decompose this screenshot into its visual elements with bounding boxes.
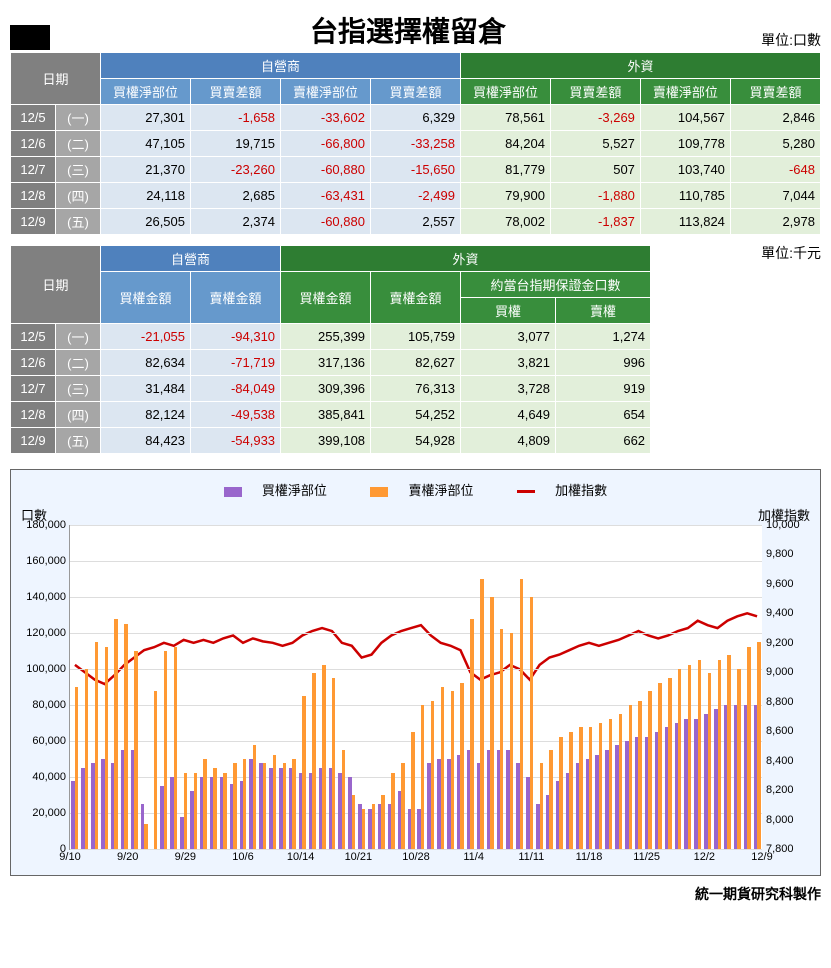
unit-label-2: 單位:千元 [761,243,821,263]
chart-plot: 020,00040,00060,00080,000100,000120,0001… [69,525,762,850]
th-foreign: 外資 [460,53,820,79]
th-date: 日期 [11,53,101,105]
th-dealer: 自營商 [101,53,461,79]
table-positions: 日期 自營商 外資 買權淨部位 買賣差額 賣權淨部位 買賣差額 買權淨部位 買賣… [10,52,821,235]
chart-container: 買權淨部位 賣權淨部位 加權指數 口數 加權指數 020,00040,00060… [10,469,821,876]
logo-block [10,25,50,50]
main-title: 台指選擇權留倉 [55,10,761,50]
unit-label-1: 單位:口數 [761,30,821,50]
footer-credit: 統一期貨研究科製作 [10,884,821,904]
chart-legend: 買權淨部位 賣權淨部位 加權指數 [16,480,815,499]
table-amounts: 日期 自營商 外資 買權金額 賣權金額 買權金額 賣權金額 約當台指期保證金口數… [10,245,651,454]
